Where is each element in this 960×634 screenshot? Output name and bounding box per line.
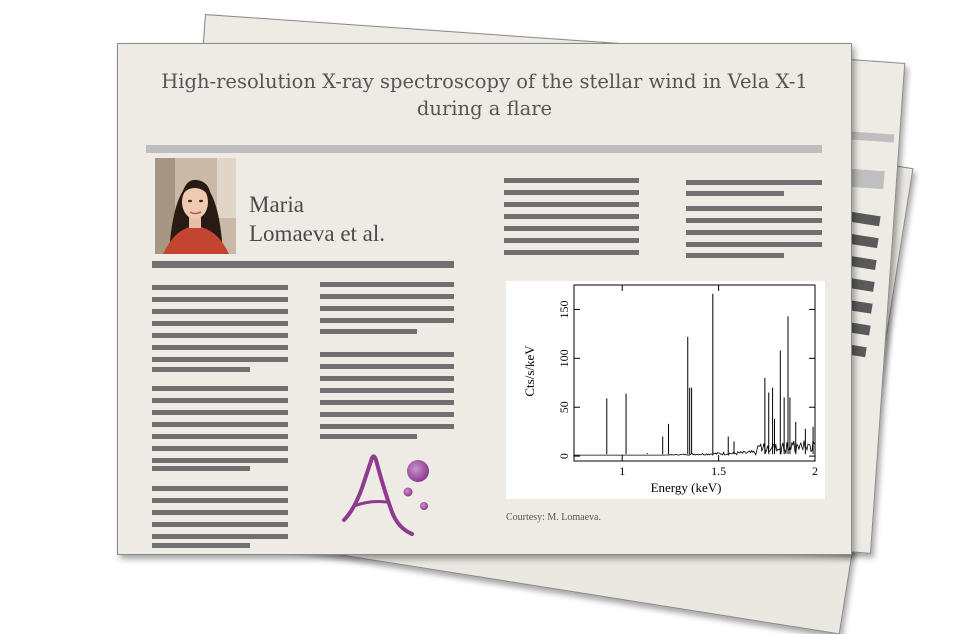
article-title: High-resolution X-ray spectroscopy of th… bbox=[118, 68, 851, 122]
spectrum-chart-svg: Energy (keV) Cts/s/keV 1 1.5 2 0 50 100 150 bbox=[522, 284, 818, 495]
text-line bbox=[504, 250, 639, 255]
text-line bbox=[686, 253, 784, 258]
text-line bbox=[504, 178, 639, 183]
text-line bbox=[686, 206, 822, 211]
text-line bbox=[152, 261, 454, 268]
text-line bbox=[320, 376, 454, 381]
y-tick-label: 100 bbox=[557, 349, 571, 367]
text-line bbox=[686, 180, 822, 185]
text-line bbox=[152, 486, 288, 491]
text-line bbox=[152, 309, 288, 314]
text-line bbox=[152, 534, 288, 539]
author-name: Maria Lomaeva et al. bbox=[249, 190, 385, 248]
text-line bbox=[504, 202, 639, 207]
text-line bbox=[152, 333, 288, 338]
text-line bbox=[152, 321, 288, 326]
plot-frame bbox=[573, 284, 816, 462]
text-line bbox=[152, 434, 288, 439]
text-line bbox=[504, 238, 639, 243]
text-line bbox=[152, 285, 288, 290]
text-line bbox=[320, 364, 454, 369]
text-line bbox=[152, 367, 250, 372]
y-tick-label: 50 bbox=[557, 401, 571, 413]
title-divider bbox=[146, 145, 822, 153]
text-line bbox=[320, 306, 454, 311]
back-sheet-line bbox=[849, 168, 885, 190]
y-tick-label: 0 bbox=[557, 453, 571, 459]
text-line bbox=[320, 388, 454, 393]
text-line bbox=[686, 242, 822, 247]
text-line bbox=[152, 386, 288, 391]
article-title-line-1: High-resolution X-ray spectroscopy of th… bbox=[161, 70, 808, 93]
text-line bbox=[152, 498, 288, 503]
author-name-line-2: Lomaeva et al. bbox=[249, 221, 386, 246]
text-line bbox=[686, 191, 784, 196]
text-line bbox=[686, 230, 822, 235]
text-line bbox=[320, 434, 417, 439]
text-line bbox=[504, 190, 639, 195]
text-line bbox=[152, 422, 288, 427]
text-line bbox=[152, 446, 288, 451]
figure-caption: Courtesy: M. Lomaeva. bbox=[506, 512, 601, 523]
text-line bbox=[320, 282, 454, 287]
text-line bbox=[686, 218, 822, 223]
x-tick-label: 1 bbox=[619, 464, 625, 478]
spectrum-chart: Energy (keV) Cts/s/keV 1 1.5 2 0 50 100 150 bbox=[506, 281, 825, 499]
text-line bbox=[152, 345, 288, 350]
text-line bbox=[320, 294, 454, 299]
text-line bbox=[320, 318, 454, 323]
y-axis-title: Cts/s/keV bbox=[522, 345, 537, 397]
text-line bbox=[152, 357, 288, 362]
author-photo bbox=[155, 158, 236, 254]
y-tick-label: 150 bbox=[557, 300, 571, 318]
text-line bbox=[152, 543, 250, 548]
text-line bbox=[320, 400, 454, 405]
text-line bbox=[504, 214, 639, 219]
front-paper-sheet: High-resolution X-ray spectroscopy of th… bbox=[117, 43, 852, 555]
text-line bbox=[152, 522, 288, 527]
x-tick-label: 1.5 bbox=[711, 464, 726, 478]
journal-logo bbox=[340, 450, 440, 542]
article-title-line-2: during a flare bbox=[416, 97, 553, 120]
text-line bbox=[152, 458, 288, 463]
text-line bbox=[152, 510, 288, 515]
text-line bbox=[320, 412, 454, 417]
text-line bbox=[152, 297, 288, 302]
text-line bbox=[152, 398, 288, 403]
author-name-line-1: Maria bbox=[249, 192, 304, 217]
x-tick-label: 2 bbox=[812, 464, 818, 478]
text-line bbox=[320, 329, 417, 334]
text-line bbox=[320, 424, 454, 429]
text-line bbox=[320, 352, 454, 357]
text-line bbox=[504, 226, 639, 231]
text-line bbox=[152, 410, 288, 415]
continuum-line bbox=[574, 440, 816, 456]
x-axis-title: Energy (keV) bbox=[651, 480, 722, 495]
text-line bbox=[152, 466, 250, 471]
